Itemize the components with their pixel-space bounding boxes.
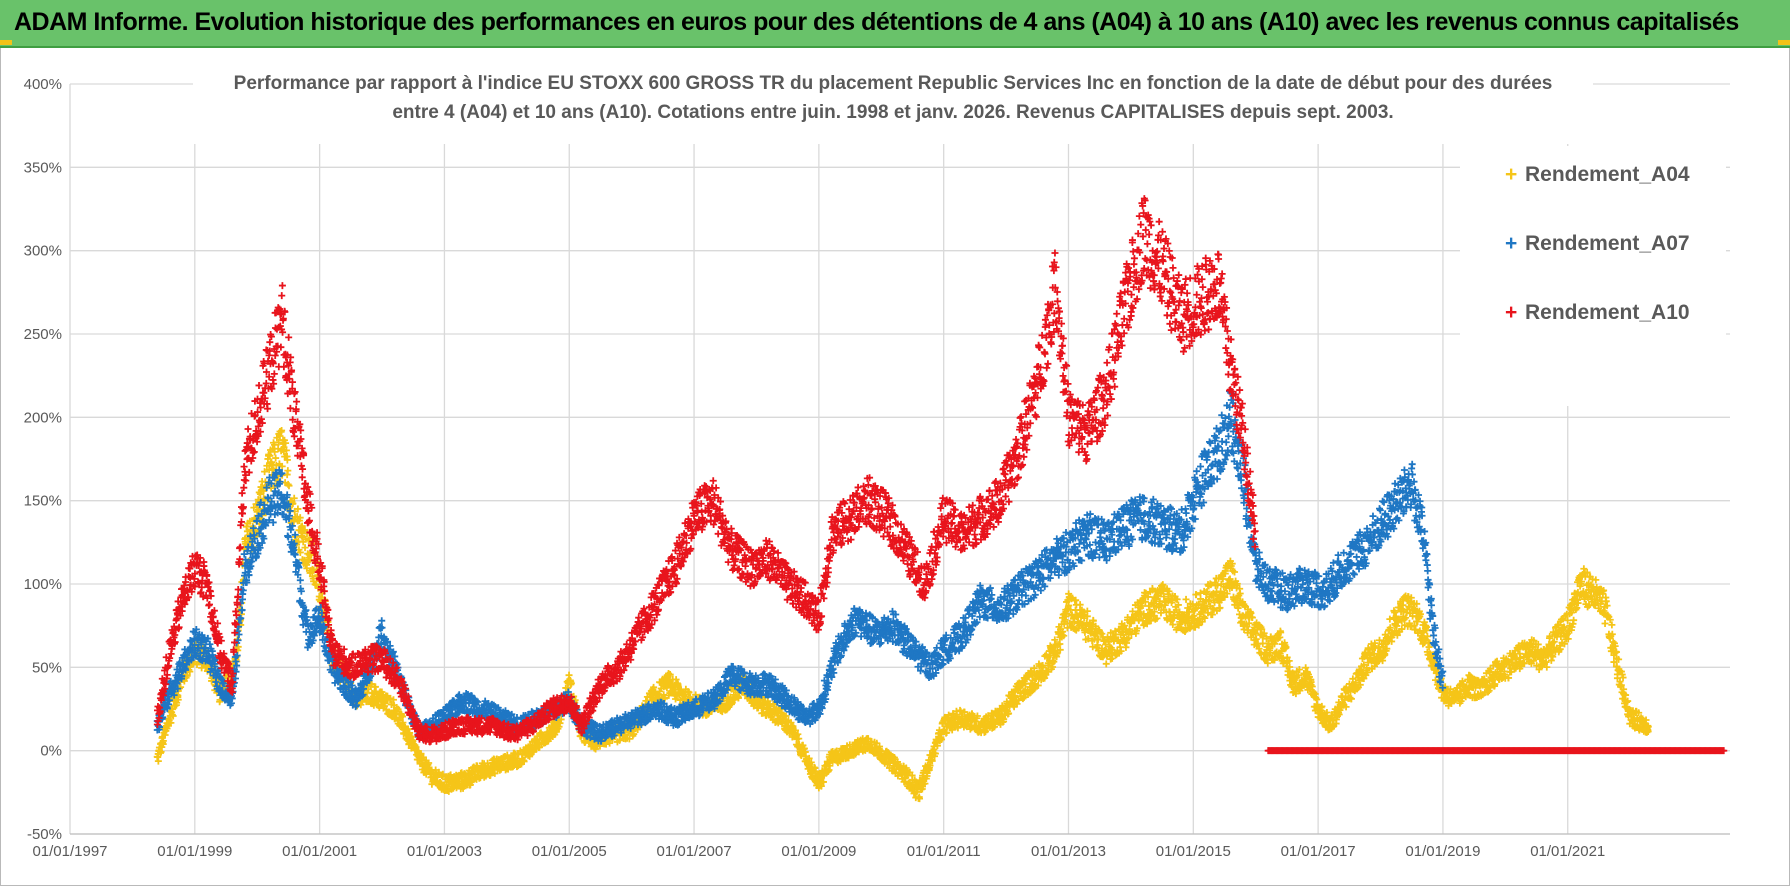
point-rendement_a04 [169,712,177,720]
point-rendement_a04 [174,696,182,704]
point-rendement_a04 [246,517,254,525]
point-rendement_a04 [261,468,269,476]
point-rendement_a04 [301,526,309,534]
point-rendement_a04 [254,506,262,514]
point-rendement_a04 [565,671,573,679]
point-rendement_a04 [1182,595,1190,603]
point-rendement_a04 [491,769,499,777]
point-rendement_a04 [282,439,290,447]
point-rendement_a04 [1102,660,1110,668]
point-rendement_a07 [378,617,386,625]
corner-accent-right [1778,40,1790,45]
point-rendement_a04 [282,446,290,454]
corner-accent-left [0,40,12,45]
header-banner: ADAM Informe. Evolution historique des p… [0,0,1790,48]
point-rendement_a04 [433,773,441,781]
point-rendement_a04 [167,719,175,727]
point-rendement_a04 [234,643,242,651]
point-rendement_a04 [305,534,313,542]
point-rendement_a04 [290,494,298,502]
point-rendement_a04 [296,548,304,556]
point-rendement_a04 [394,705,402,713]
data-points [153,195,1728,803]
point-rendement_a04 [272,454,280,462]
point-rendement_a04 [283,456,291,464]
point-rendement_a04 [265,451,273,459]
point-rendement_a04 [294,505,302,513]
point-rendement_a04 [301,544,309,552]
point-rendement_a04 [298,522,306,530]
point-rendement_a04 [189,660,197,668]
point-rendement_a04 [303,564,311,572]
point-rendement_a04 [159,737,167,745]
banner-title: ADAM Informe. Evolution historique des p… [14,8,1739,36]
point-rendement_a04 [154,757,162,765]
point-rendement_a04 [275,438,283,446]
chart-area: 400%350%300%250%200%150%100%50%0%-50%01/… [24,72,1730,860]
point-rendement_a04 [284,467,292,475]
point-rendement_a04 [404,725,412,733]
point-rendement_a04 [399,719,407,727]
point-rendement_a04 [1601,619,1609,627]
point-rendement_a04 [242,523,250,531]
point-rendement_a04 [278,462,286,470]
point-rendement_a04 [270,441,278,449]
point-rendement_a04 [278,426,286,434]
point-rendement_a04 [1570,616,1578,624]
point-rendement_a04 [296,514,304,522]
point-rendement_a04 [285,482,293,490]
point-rendement_a04 [263,462,271,470]
point-rendement_a04 [398,712,406,720]
point-rendement_a04 [1386,615,1394,623]
